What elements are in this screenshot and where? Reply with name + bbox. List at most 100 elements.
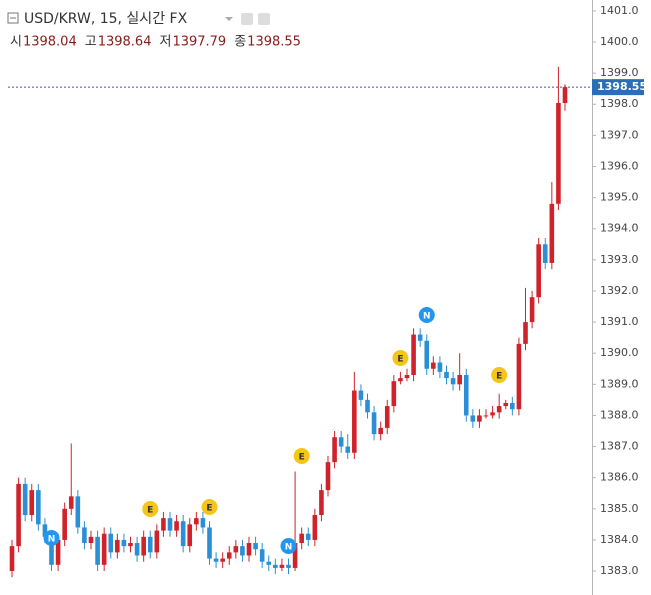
candle-body [128,543,133,547]
y-tick-label: 1385.0 [600,502,639,515]
candle-body [496,406,502,413]
candle-body [36,490,41,525]
candle-body [490,412,495,416]
ohlc-value: 1398.04 [23,35,77,50]
candle-body [115,539,120,553]
candle-body [536,244,541,298]
candle-body [292,543,298,568]
candle-body [62,508,67,540]
candle-body [431,362,436,369]
settings-icon[interactable] [241,13,253,25]
candle-body [463,374,469,416]
candle-body [345,446,351,453]
candle-body [516,343,522,410]
candle-body [549,203,555,263]
event-marker[interactable] [491,367,508,383]
candle-body [200,518,206,528]
candle-body [312,515,318,540]
candle-body [88,536,94,544]
candle-body [391,381,397,407]
event-marker[interactable] [43,530,60,546]
event-label: N [48,535,56,545]
candle-body [352,390,357,453]
candle-body [279,564,285,568]
candle-body [299,533,304,544]
candle-body [483,415,489,417]
candle-body [233,546,239,553]
candle-body [338,437,344,447]
event-marker[interactable] [142,501,159,517]
event-marker[interactable] [293,448,310,464]
candle-body [371,412,377,435]
y-tick-label: 1386.0 [600,471,639,484]
candle-body [101,533,107,565]
candle-body [556,103,561,204]
y-tick-label: 1391.0 [600,315,639,328]
y-tick-label: 1387.0 [600,440,639,453]
candle-body [477,415,482,422]
y-tick-label: 1384.0 [600,533,639,546]
candle-body [49,536,54,565]
dropdown-icon[interactable] [225,17,233,21]
candle-body [42,524,48,537]
event-label: E [299,453,305,463]
candle-body [417,334,423,341]
candle-body [68,496,74,509]
candle-body [246,543,252,556]
candle-body [529,297,535,323]
ohlc-key: 저 [159,35,171,50]
ohlc-value: 1397.79 [172,35,226,50]
y-tick-label: 1399.0 [600,66,639,79]
candle-body [240,546,245,556]
candle-body [226,552,232,559]
candle-body [259,549,265,562]
candle-body [411,334,416,375]
event-marker[interactable] [280,538,297,554]
candle-body [141,536,146,556]
last-price-box [592,79,644,96]
chart-title: USD/KRW, 15, 실시간 FX [24,11,188,27]
candle-body [9,546,15,572]
y-tick-label: 1388.0 [600,408,639,421]
candle-body [457,374,462,385]
candle-body [424,340,430,369]
y-tick-label: 1395.0 [600,191,639,204]
event-marker[interactable] [392,350,409,366]
event-marker[interactable] [201,499,218,515]
collapse-icon[interactable] [7,12,19,24]
candle-body [147,536,153,553]
candle-body [444,371,449,379]
event-marker[interactable] [418,307,435,323]
candle-body [273,564,278,568]
ohlc-key: 종 [234,35,246,50]
candle-body [384,406,390,428]
y-tick-label: 1389.0 [600,377,639,390]
candle-body [187,524,193,547]
event-label: E [147,506,153,516]
ohlc-value: 1398.64 [98,35,152,50]
last-price-label: 1398.55 [597,80,647,93]
candle-body [154,530,160,553]
event-label: N [423,312,431,322]
ohlc-key: 고 [85,35,97,50]
candle-body [358,390,364,400]
y-tick-label: 1393.0 [600,253,639,266]
settings-icon[interactable] [258,13,270,25]
candle-body [161,518,166,531]
candle-body [503,402,509,407]
candle-body [134,543,140,556]
candle-body [562,87,568,104]
candle-body [167,518,173,531]
candle-body [305,533,311,540]
candle-body [470,415,476,422]
candle-body [523,322,528,344]
candle-body [332,437,337,463]
y-tick-label: 1383.0 [600,564,639,577]
candle-body [174,521,179,531]
candle-body [82,527,87,544]
candle-body [108,533,114,553]
event-label: N [285,543,293,553]
y-tick-label: 1396.0 [600,159,639,172]
